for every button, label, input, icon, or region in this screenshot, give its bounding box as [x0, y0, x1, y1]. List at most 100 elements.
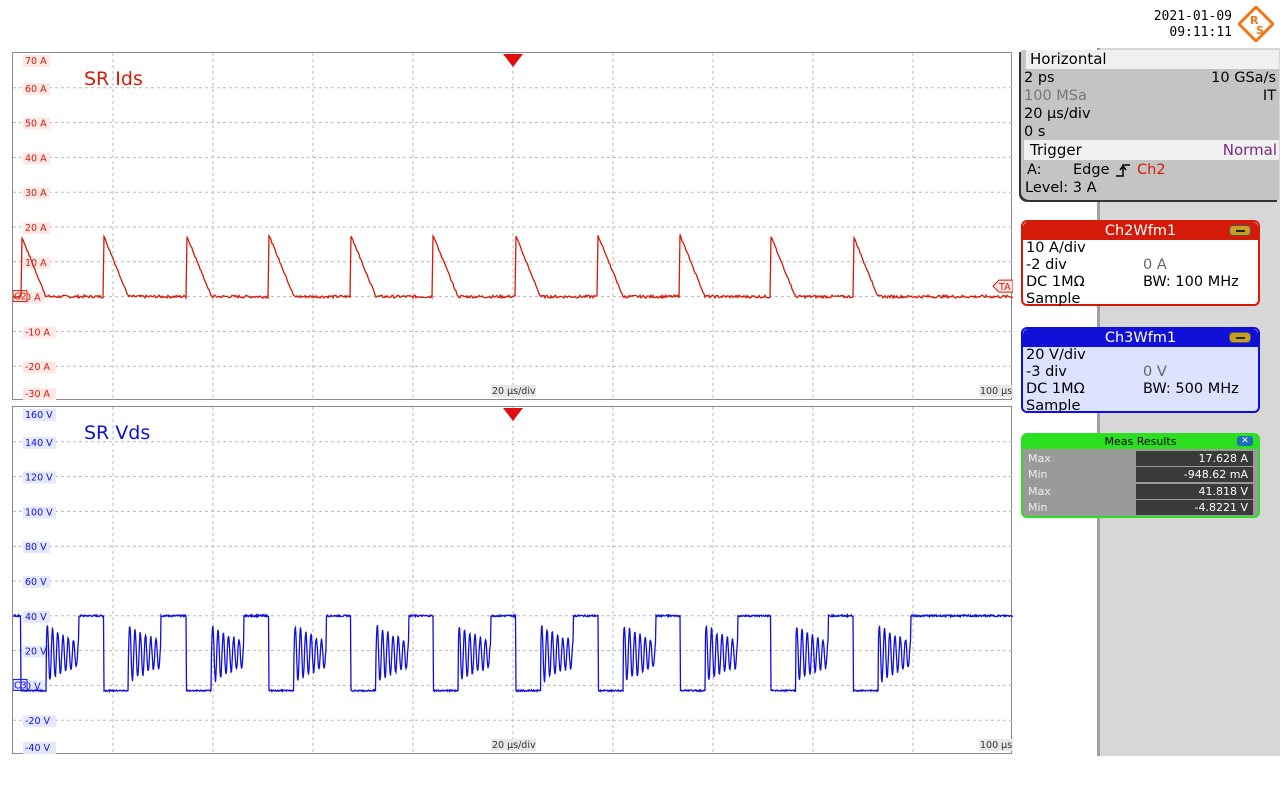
ch2-offset-div: -2 div	[1026, 257, 1067, 273]
trigger-position-icon	[503, 54, 523, 67]
horizontal-trigger-box[interactable]: Horizontal 2 ps 10 GSa/s 100 MSa IT 20 µ…	[1021, 50, 1279, 200]
y-tick-label: -20 V	[25, 716, 51, 727]
meas-title: Meas Results	[1104, 435, 1177, 448]
y-tick-label: -10 A	[25, 327, 51, 338]
close-icon[interactable]: ✕	[1237, 436, 1253, 446]
meas-row: Max 17.628 A	[1023, 451, 1258, 467]
y-tick-label: 50 A	[25, 119, 47, 130]
y-tick-bg	[23, 55, 51, 67]
y-tick-bg	[23, 388, 56, 400]
y-tick-bg	[23, 436, 56, 449]
timebase-label: 20 µs/div	[492, 740, 536, 751]
svg-text:S: S	[1256, 24, 1264, 37]
y-tick-bg	[23, 506, 56, 519]
y-tick-label: 140 V	[25, 438, 53, 449]
meas-row: Min -4.8221 V	[1023, 500, 1258, 516]
y-tick-label: 60 A	[25, 84, 47, 95]
timebase-bg	[491, 739, 536, 751]
ch2-header[interactable]: Ch2Wfm1	[1023, 222, 1258, 240]
end-time-label: 100 µs	[980, 386, 1012, 397]
y-tick-label: 0 V	[25, 681, 41, 692]
meas-value: -4.8221 V	[1136, 500, 1253, 515]
end-time-label: 100 µs	[980, 740, 1012, 751]
time: 09:11:11	[1169, 25, 1232, 40]
y-tick-label: 30 A	[25, 188, 47, 199]
y-tick-label: 20 V	[25, 647, 47, 658]
ch3-acq: Sample	[1026, 398, 1081, 414]
y-tick-label: 20 A	[25, 223, 47, 234]
waveform-panel-ids[interactable]: 70 A 60 A 50 A 40 A 30 A 20 A 10 A 0 A -10 A -20 …	[12, 52, 1013, 401]
meas-results-box[interactable]: Meas Results ✕ Max 17.628 A Min -948.62 mA …	[1021, 433, 1260, 518]
y-tick-label: 10 A	[25, 258, 47, 269]
y-tick-bg	[23, 680, 45, 693]
trigger-header[interactable]: Trigger Normal	[1024, 140, 1279, 160]
meas-value: 41.818 V	[1136, 484, 1253, 499]
waveform-trace	[13, 233, 1013, 300]
ch2-bandwidth: BW: 100 MHz	[1143, 274, 1239, 290]
y-tick-bg	[23, 471, 56, 484]
ch2-offset: 0 A	[1143, 257, 1167, 273]
y-tick-bg	[23, 715, 56, 728]
timebase-label: 20 µs/div	[492, 386, 536, 397]
y-tick-bg	[23, 409, 56, 421]
rising-edge-icon	[1115, 162, 1131, 183]
waveform-panel-vds[interactable]: 160 V 140 V 120 V 100 V 80 V 60 V 40 V 20 V 0 V -…	[12, 406, 1013, 755]
ch2-coupling: DC 1MΩ	[1026, 274, 1085, 290]
y-tick-label: 0 A	[25, 293, 41, 304]
end-time-bg	[979, 385, 1013, 397]
y-tick-bg	[23, 361, 56, 374]
y-tick-bg	[23, 610, 51, 623]
end-time-bg	[979, 739, 1013, 751]
meas-label: Min	[1028, 501, 1048, 514]
date: 2021-01-09	[1153, 9, 1232, 24]
meas-value: -948.62 mA	[1136, 467, 1253, 482]
y-tick-bg	[23, 256, 51, 269]
svg-text:R: R	[1250, 14, 1259, 27]
sample-rate: 10 GSa/s	[1211, 70, 1276, 86]
y-tick-bg	[23, 82, 51, 95]
trigger-level: Level: 3 A	[1025, 180, 1097, 196]
ch2-scale: 10 A/div	[1026, 240, 1086, 256]
horizontal-header[interactable]: Horizontal	[1026, 50, 1279, 69]
channel-ref-marker	[13, 678, 28, 691]
minimize-icon[interactable]	[1229, 225, 1251, 236]
trigger-level-label: TA	[998, 282, 1011, 293]
vds-plot[interactable]: 160 V 140 V 120 V 100 V 80 V 60 V 40 V 20 V 0 V -…	[13, 407, 1013, 755]
timebase-bg	[491, 385, 536, 397]
y-tick-bg	[23, 187, 51, 200]
y-tick-bg	[23, 541, 51, 554]
ch3-coupling: DC 1MΩ	[1026, 381, 1085, 397]
ids-plot[interactable]: 70 A 60 A 50 A 40 A 30 A 20 A 10 A 0 A -10 A -20 …	[13, 53, 1013, 401]
ch3-bandwidth: BW: 500 MHz	[1143, 381, 1239, 397]
ch3-title: Ch3Wfm1	[1104, 330, 1177, 346]
ch3-offset-div: -3 div	[1026, 364, 1067, 380]
record-length: 100 MSa	[1024, 88, 1087, 104]
y-tick-bg	[23, 117, 51, 130]
trigger-mode: Normal	[1222, 141, 1277, 159]
y-tick-label: -30 A	[25, 389, 51, 400]
ch3-scale: 20 V/div	[1026, 347, 1086, 363]
meas-value: 17.628 A	[1136, 451, 1253, 466]
meas-header[interactable]: Meas Results ✕	[1023, 435, 1258, 449]
waveform-trace	[13, 612, 1013, 694]
ch3-offset: 0 V	[1143, 364, 1167, 380]
trigger-source: Ch2	[1137, 162, 1166, 178]
ch3-header[interactable]: Ch3Wfm1	[1023, 329, 1258, 347]
ch3-info-box[interactable]: Ch3Wfm1 20 V/div -3 div 0 V DC 1MΩ BW: 5…	[1021, 327, 1260, 414]
y-tick-bg	[23, 222, 51, 234]
minimize-icon[interactable]	[1229, 332, 1251, 343]
meas-label: Max	[1028, 452, 1051, 465]
ch2-title: Ch2Wfm1	[1104, 223, 1177, 239]
waveform-title: SR Vds	[84, 422, 150, 444]
acq-mode: IT	[1262, 88, 1276, 104]
time-scale: 20 µs/div	[1024, 106, 1091, 122]
y-tick-bg	[23, 291, 45, 304]
waveform-title: SR Ids	[84, 68, 143, 90]
ch2-acq: Sample	[1026, 291, 1081, 307]
trigger-type: Edge	[1073, 162, 1110, 178]
ch2-info-box[interactable]: Ch2Wfm1 10 A/div -2 div 0 A DC 1MΩ BW: 1…	[1021, 220, 1260, 307]
trigger-position-icon	[503, 408, 523, 421]
datetime: 2021-01-09 09:11:11	[1140, 9, 1232, 41]
channel-ref-label: C2	[14, 292, 27, 303]
y-tick-label: -40 V	[25, 743, 51, 754]
